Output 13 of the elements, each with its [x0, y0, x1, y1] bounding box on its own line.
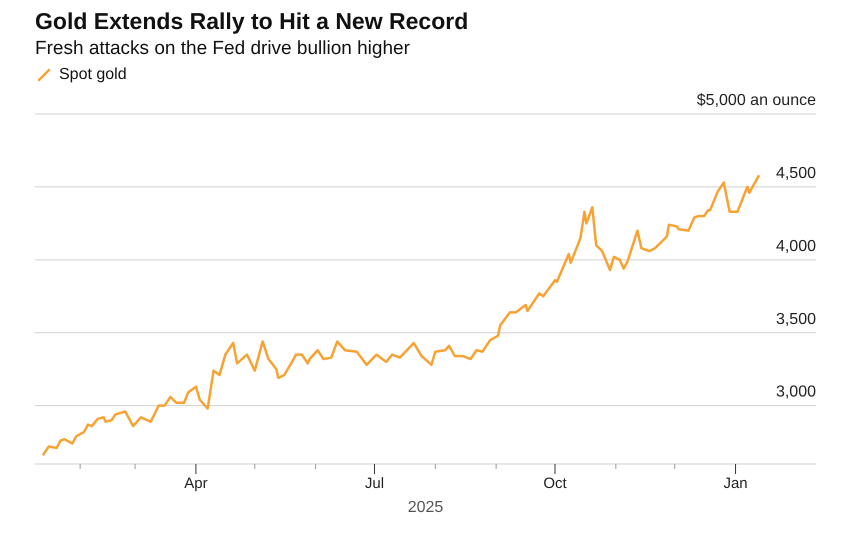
x-tick-label: Jul: [364, 475, 384, 492]
y-tick-label: 3,500: [776, 310, 816, 328]
x-tick-label: Oct: [543, 475, 568, 492]
y-tick-label: 4,000: [776, 238, 816, 255]
legend-label: Spot gold: [59, 66, 127, 84]
y-tick-label: 4,500: [776, 164, 816, 182]
chart-subtitle: Fresh attacks on the Fed drive bullion higher: [35, 38, 411, 60]
y-tick-label: 3,000: [776, 384, 816, 401]
x-axis-title: 2025: [408, 499, 444, 516]
chart-title: Gold Extends Rally to Hit a New Record: [35, 8, 470, 35]
x-tick-label: Apr: [184, 475, 208, 492]
y-tick-label: $5,000 an ounce: [696, 92, 816, 109]
x-tick-label: Jan: [723, 475, 748, 492]
